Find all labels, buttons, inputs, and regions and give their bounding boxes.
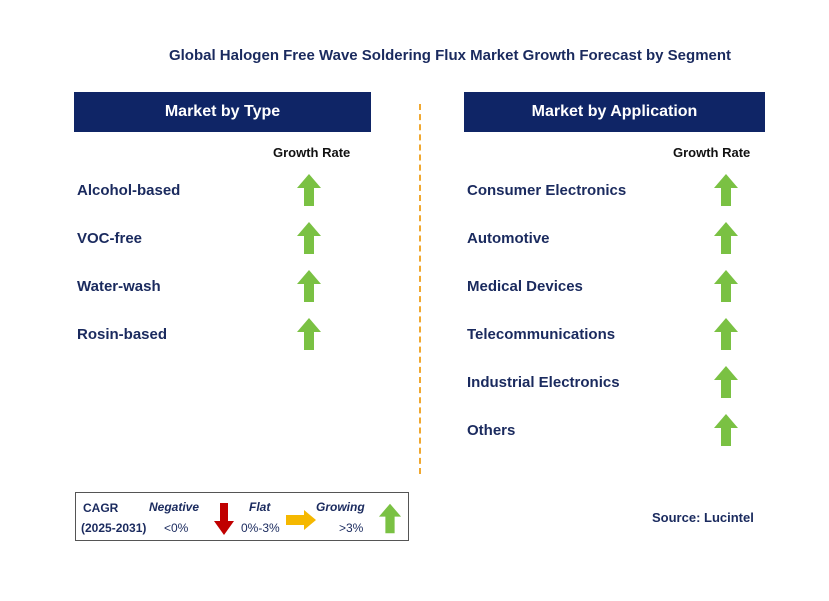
source-label: Source: Lucintel xyxy=(652,510,754,525)
type-item-voc-free: VOC-free xyxy=(77,230,143,247)
up-arrow-icon xyxy=(714,414,738,446)
application-item-automotive: Automotive xyxy=(467,230,550,247)
up-arrow-icon xyxy=(378,503,402,534)
legend-negative-label: Negative xyxy=(149,500,200,514)
legend-flat-label: Flat xyxy=(249,500,271,514)
application-item-medical-devices: Medical Devices xyxy=(467,278,583,295)
type-item-alcohol-based: Alcohol-based xyxy=(77,182,181,199)
right-arrow-icon xyxy=(286,510,316,530)
type-item-water-wash: Water-wash xyxy=(77,278,161,295)
legend-flat-value: 0%-3% xyxy=(241,521,280,535)
application-panel-header: Market by Application xyxy=(464,92,765,132)
type-panel-header-label: Market by Type xyxy=(164,103,281,120)
legend-box: CAGR (2025-2031) Negative <0% Flat 0%-3%… xyxy=(75,492,409,541)
application-growth-rate-label: Growth Rate xyxy=(673,145,751,160)
legend-period-label: (2025-2031) xyxy=(81,521,147,535)
up-arrow-icon xyxy=(297,318,321,350)
up-arrow-icon xyxy=(714,366,738,398)
up-arrow-icon xyxy=(714,222,738,254)
up-arrow-icon xyxy=(297,222,321,254)
type-growth-rate-label: Growth Rate xyxy=(273,145,351,160)
type-item-rosin-based: Rosin-based xyxy=(77,326,168,343)
chart-title: Global Halogen Free Wave Soldering Flux … xyxy=(168,47,732,64)
panel-divider xyxy=(419,104,421,474)
up-arrow-icon xyxy=(297,270,321,302)
up-arrow-icon xyxy=(714,270,738,302)
application-panel-header-label: Market by Application xyxy=(531,103,698,120)
application-item-telecommunications: Telecommunications xyxy=(467,326,616,343)
legend-negative-value: <0% xyxy=(164,521,189,535)
up-arrow-icon xyxy=(297,174,321,206)
down-arrow-icon xyxy=(214,503,234,535)
application-item-others: Others xyxy=(467,422,516,439)
legend-growing-value: >3% xyxy=(339,521,364,535)
application-item-consumer-electronics: Consumer Electronics xyxy=(467,182,627,199)
application-item-industrial-electronics: Industrial Electronics xyxy=(467,374,620,391)
up-arrow-icon xyxy=(714,174,738,206)
type-panel-header: Market by Type xyxy=(74,92,371,132)
up-arrow-icon xyxy=(714,318,738,350)
legend-cagr-label: CAGR xyxy=(83,501,119,515)
legend-growing-label: Growing xyxy=(316,500,365,514)
